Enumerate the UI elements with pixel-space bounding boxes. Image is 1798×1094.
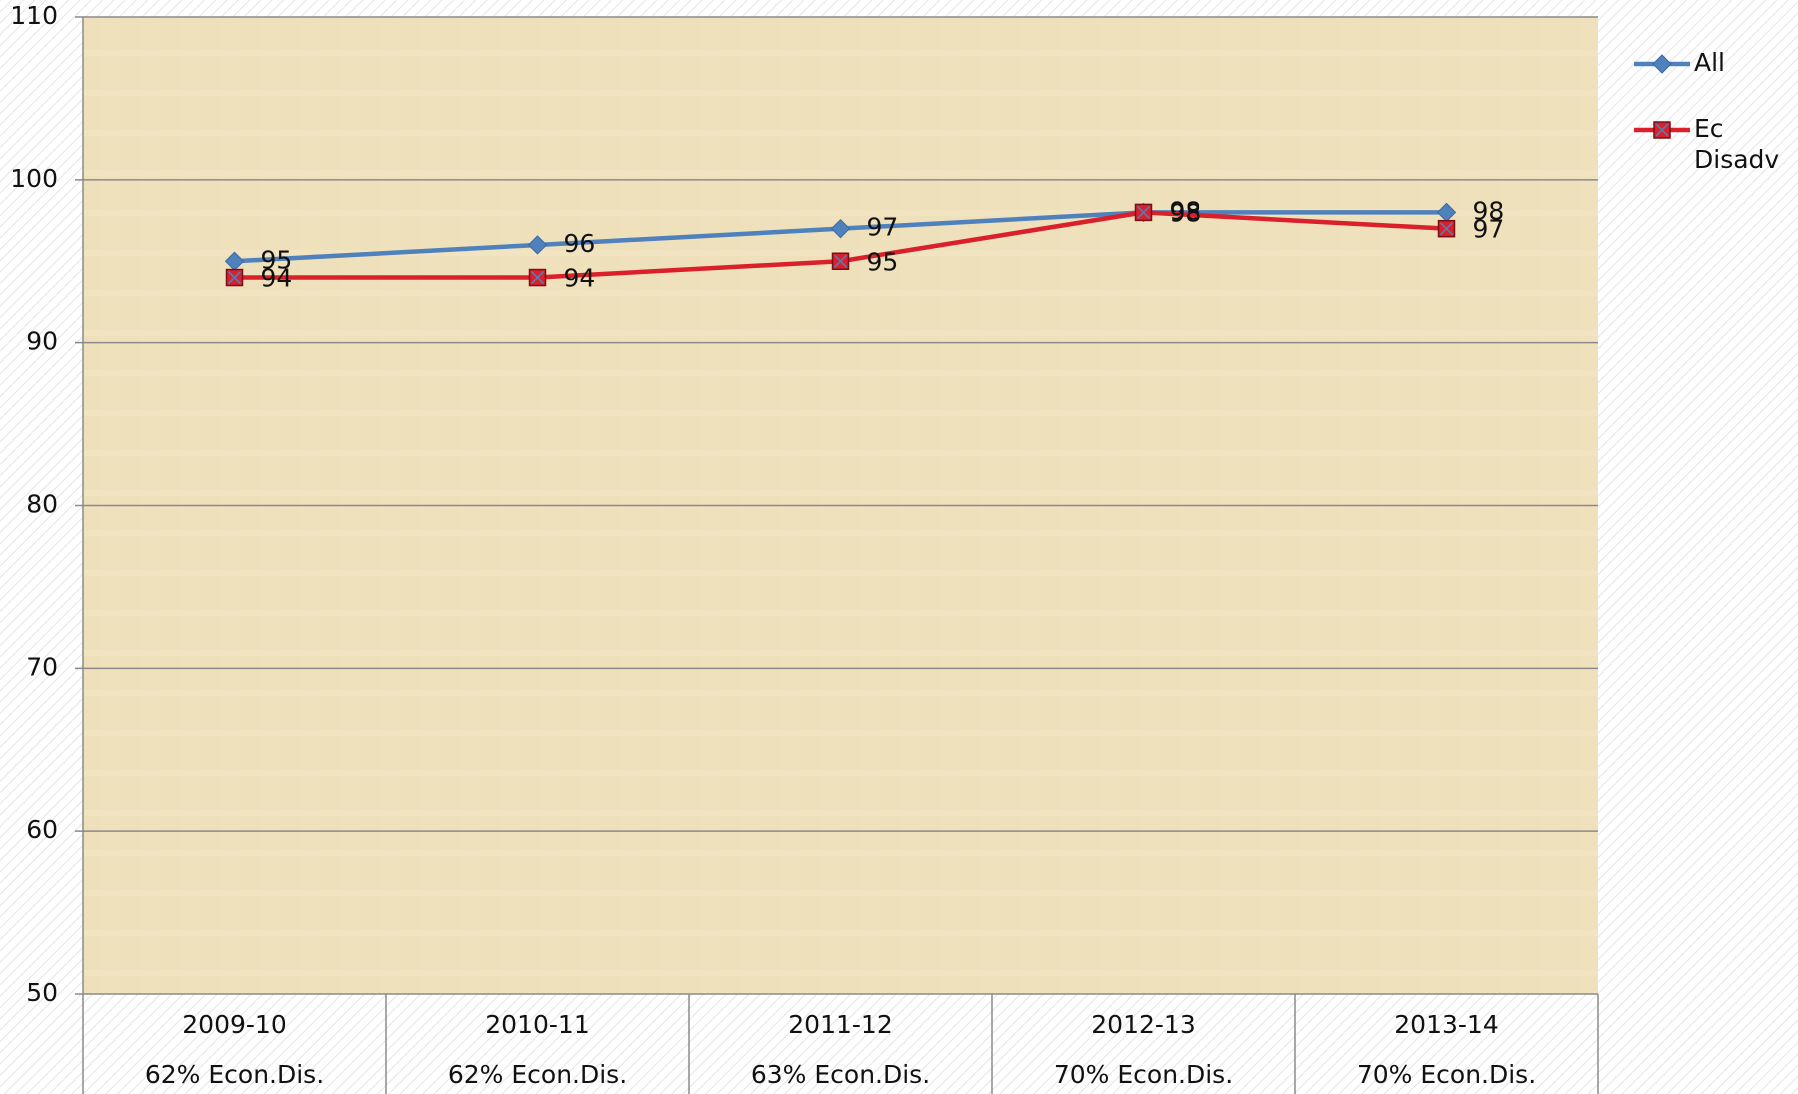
y-tick-label: 60 xyxy=(26,815,58,844)
x-tick-note: 70% Econ.Dis. xyxy=(1357,1060,1536,1089)
x-tick-note: 62% Econ.Dis. xyxy=(145,1060,324,1089)
data-label: 97 xyxy=(1473,215,1505,244)
x-tick-label: 2009-10 xyxy=(182,1010,286,1039)
x-tick-label: 2012-13 xyxy=(1091,1010,1195,1039)
data-label: 97 xyxy=(867,213,899,242)
y-tick-label: 100 xyxy=(10,164,58,193)
data-label: 98 xyxy=(1170,198,1202,227)
marker xyxy=(225,268,244,287)
data-label: 98 xyxy=(1473,196,1505,225)
y-tick-label: 50 xyxy=(26,978,58,1007)
marker-cross xyxy=(1655,123,1669,137)
y-tick-label: 80 xyxy=(26,490,58,519)
marker xyxy=(528,268,547,287)
y-tick-label: 70 xyxy=(26,652,58,681)
marker xyxy=(831,252,850,270)
marker xyxy=(830,218,851,239)
y-tick-label: 90 xyxy=(26,327,58,356)
x-tick-note: 70% Econ.Dis. xyxy=(1054,1060,1233,1089)
x-tick-label: 2013-14 xyxy=(1394,1010,1498,1039)
marker xyxy=(1653,121,1671,139)
data-label: 95 xyxy=(261,245,293,274)
data-label: 94 xyxy=(261,264,293,293)
data-label: 98 xyxy=(1170,196,1202,225)
marker-cross xyxy=(1136,205,1151,219)
legend-label: All xyxy=(1694,48,1725,77)
marker xyxy=(527,235,548,255)
marker-cross xyxy=(833,254,848,268)
marker-cross xyxy=(530,271,545,285)
data-label: 95 xyxy=(867,247,899,276)
marker xyxy=(1652,54,1672,74)
marker xyxy=(1437,219,1456,238)
legend-label: Ec Disadv xyxy=(1694,114,1779,174)
x-tick-label: 2011-12 xyxy=(788,1010,892,1039)
data-label: 96 xyxy=(564,229,596,258)
x-tick-note: 62% Econ.Dis. xyxy=(448,1060,627,1089)
x-tick-label: 2010-11 xyxy=(485,1010,589,1039)
data-label: 94 xyxy=(564,264,596,293)
x-tick-note: 63% Econ.Dis. xyxy=(751,1060,930,1089)
y-tick-label: 110 xyxy=(10,1,58,30)
marker-cross xyxy=(1439,222,1454,236)
marker-cross xyxy=(227,271,242,285)
marker xyxy=(1134,203,1153,222)
